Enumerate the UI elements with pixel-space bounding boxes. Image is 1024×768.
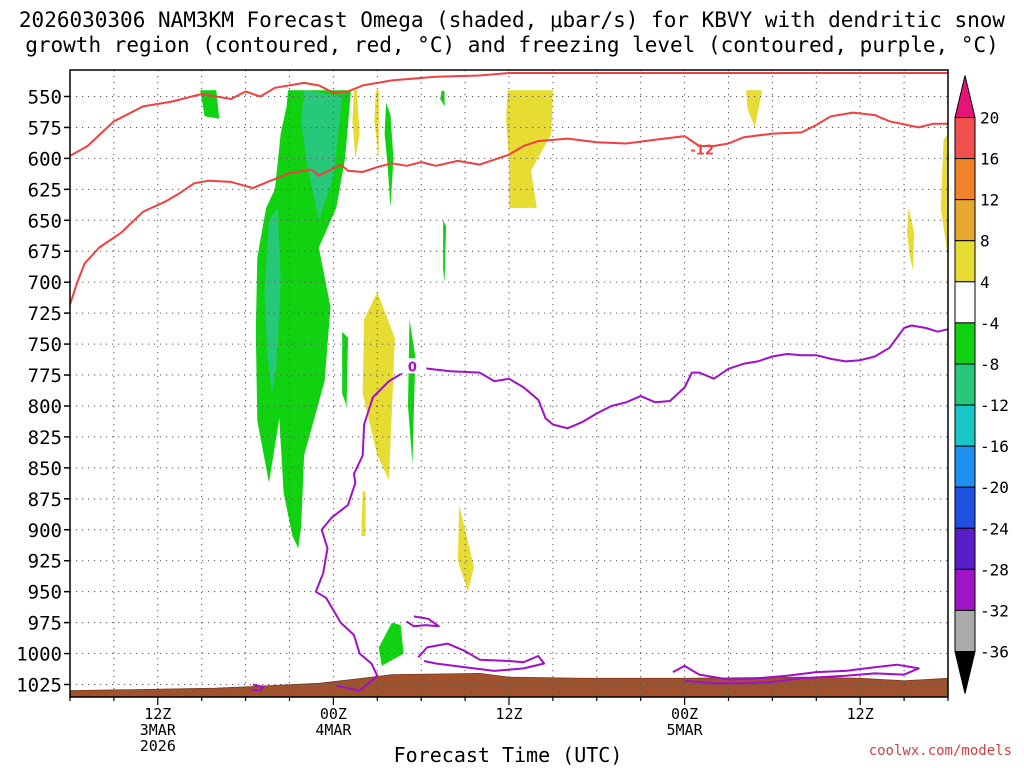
x-tick-label: 4MAR (315, 721, 352, 739)
omega-region-13 (506, 90, 553, 208)
colorbar-label: -36 (980, 643, 1009, 662)
colorbar-under-triangle (954, 651, 976, 694)
y-tick-label: 725 (28, 303, 62, 325)
colorbar-bin-3 (954, 240, 976, 283)
colorbar-bin-12 (954, 609, 976, 653)
colorbar-bin-10 (954, 527, 976, 570)
contour-label: 0 (408, 360, 417, 375)
omega-region-15 (361, 490, 366, 536)
y-tick-label: 825 (28, 427, 62, 449)
y-tick-label: 750 (28, 334, 62, 356)
y-tick-label: 575 (28, 117, 62, 139)
source-credit: coolwx.com/models (868, 743, 1012, 759)
colorbar-label: -4 (980, 314, 999, 333)
y-tick-label: 900 (28, 520, 62, 542)
y-tick-label: 925 (28, 551, 62, 573)
omega-region-1 (255, 90, 351, 549)
y-axis: 550 575 600 625 650 675 700 725 750 775 800 825 850 8… (16, 87, 70, 697)
colorbar-bin-5 (954, 322, 976, 365)
colorbar-bin-7 (954, 404, 976, 447)
omega-region-2 (301, 90, 343, 221)
y-tick-label: 875 (28, 489, 62, 511)
contour-label-bg (398, 358, 427, 374)
colorbar-label: 4 (980, 273, 990, 292)
chart-title-line-1: 2026030306 NAM3KM Forecast Omega (shaded… (18, 8, 1006, 32)
colorbar-bin-11 (954, 568, 976, 611)
y-tick-label: 950 (28, 582, 62, 604)
y-tick-label: 1025 (16, 675, 62, 697)
x-tick-label: 00Z (671, 705, 698, 723)
colorbar: 20 16 12 8 4 -4 -8 -12 -16 -20 -24 -28 -32 -36 (954, 75, 1009, 694)
omega-region-6 (408, 319, 416, 465)
colorbar-label: -12 (980, 396, 1009, 415)
colorbar-bin-0 (954, 117, 976, 160)
colorbar-label: 20 (980, 109, 999, 128)
omega-region-0 (200, 90, 220, 119)
omega-region-3 (264, 207, 281, 394)
colorbar-label: 12 (980, 191, 999, 210)
x-tick-label: 12Z (847, 705, 874, 723)
omega-region-10 (352, 90, 360, 159)
colorbar-label: -16 (980, 437, 1009, 456)
colorbar-label: -32 (980, 601, 1009, 620)
colorbar-label: -20 (980, 478, 1009, 497)
colorbar-bin-1 (954, 158, 976, 201)
y-tick-label: 650 (28, 210, 62, 232)
x-tick-label: 00Z (320, 705, 347, 723)
contour-layer: -12 0 (69, 72, 949, 692)
x-tick-label: 2026 (140, 737, 176, 755)
grid-layer (69, 70, 949, 697)
y-tick-label: 625 (28, 179, 62, 201)
colorbar-label: -24 (980, 519, 1009, 538)
omega-region-14 (457, 505, 474, 592)
y-tick-label: 775 (28, 365, 62, 387)
x-axis-label: Forecast Time (UTC) (394, 743, 623, 767)
colorbar-bin-2 (954, 199, 976, 242)
contour-0-3 (417, 642, 546, 672)
colorbar-bin-6 (954, 363, 976, 406)
y-tick-label: 850 (28, 458, 62, 480)
contour-label: -12 (690, 144, 714, 159)
colorbar-label: 16 (980, 150, 999, 169)
omega-region-7 (443, 220, 447, 283)
colorbar-label: -28 (980, 560, 1009, 579)
omega-region-5 (342, 331, 348, 406)
contour-0-5 (672, 663, 920, 685)
colorbar-bin-9 (954, 486, 976, 529)
x-tick-label: 5MAR (667, 721, 704, 739)
colorbar-label: -8 (980, 355, 999, 374)
omega-shading-layer (200, 90, 948, 666)
y-tick-label: 600 (28, 148, 62, 170)
colorbar-bin-4 (954, 281, 976, 324)
omega-region-9 (378, 622, 404, 666)
y-tick-label: 675 (28, 241, 62, 263)
contour-0-2 (314, 324, 949, 692)
omega-region-4 (384, 102, 394, 208)
omega-region-18 (940, 133, 948, 258)
omega-region-11 (374, 90, 379, 159)
omega-region-8 (440, 90, 445, 107)
y-tick-label: 1000 (16, 644, 62, 666)
y-tick-label: 700 (28, 272, 62, 294)
omega-region-16 (746, 90, 763, 128)
colorbar-label: 8 (980, 232, 990, 251)
omega-region-17 (907, 207, 915, 270)
y-tick-label: 975 (28, 613, 62, 635)
contour-0-6 (251, 683, 265, 692)
x-tick-label: 3MAR (140, 721, 177, 739)
contour--12-0 (69, 72, 948, 157)
contour-0-4 (406, 615, 440, 628)
chart-title-line-2: growth region (contoured, red, °C) and f… (25, 33, 999, 57)
x-tick-label: 12Z (144, 705, 171, 723)
omega-region-12 (362, 292, 395, 481)
colorbar-bin-8 (954, 445, 976, 488)
colorbar-over-triangle (954, 75, 976, 118)
x-tick-label: 12Z (495, 705, 522, 723)
contour--12-1 (69, 111, 948, 305)
y-tick-label: 800 (28, 396, 62, 418)
y-tick-label: 550 (28, 87, 62, 109)
